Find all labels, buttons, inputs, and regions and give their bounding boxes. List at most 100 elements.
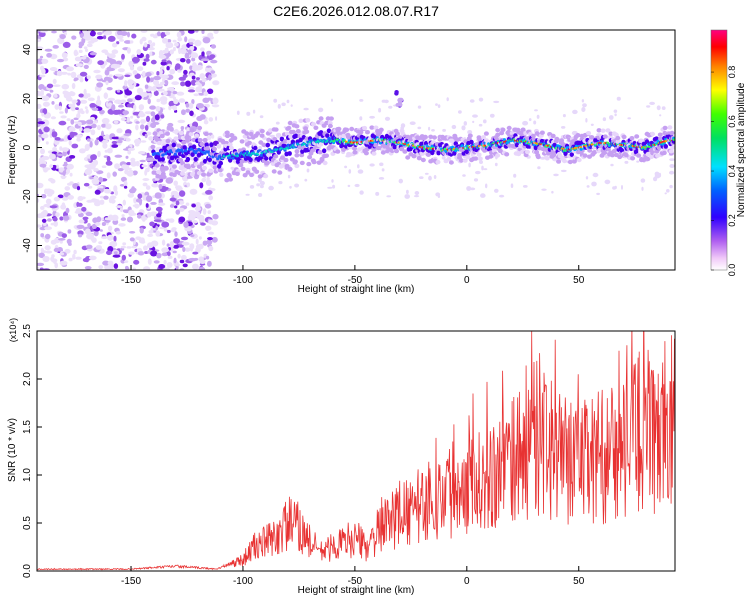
ridge-halo-cell: [362, 125, 368, 131]
noise-cell: [127, 31, 130, 38]
noise-cell: [134, 73, 141, 79]
noise-cell: [40, 88, 44, 95]
noise-cell: [654, 173, 661, 179]
noise-cell: [150, 201, 157, 205]
noise-cell: [61, 83, 70, 90]
noise-cell: [150, 122, 157, 129]
ridge-halo-cell: [158, 174, 163, 179]
noise-cell: [128, 60, 134, 68]
noise-cell: [186, 182, 191, 188]
ridge-halo-cell: [428, 134, 434, 139]
noise-cell: [117, 168, 124, 172]
noise-cell: [207, 210, 211, 215]
noise-cell: [136, 87, 144, 94]
ridge-halo-cell: [273, 127, 279, 132]
noise-cell: [146, 152, 150, 157]
noise-cell: [155, 206, 163, 212]
noise-cell: [172, 129, 180, 134]
noise-cell: [76, 137, 81, 142]
ridge-halo-cell: [602, 134, 608, 139]
ridge-halo-cell: [335, 149, 341, 154]
noise-cell: [115, 230, 121, 235]
noise-cell: [78, 93, 84, 98]
ridge-halo-cell: [189, 128, 195, 133]
noise-cell: [145, 53, 150, 60]
noise-cell: [107, 148, 113, 154]
noise-cell: [610, 163, 614, 167]
noise-cell: [50, 222, 55, 226]
noise-cell: [133, 104, 137, 111]
noise-cell: [159, 160, 166, 164]
noise-cell: [196, 103, 205, 109]
noise-cell: [68, 103, 74, 108]
noise-cell: [161, 74, 170, 80]
noise-cell: [97, 185, 104, 189]
noise-cell: [77, 121, 82, 126]
noise-cell: [249, 185, 255, 189]
ridge-core-cell: [619, 148, 625, 153]
noise-cell: [40, 30, 48, 33]
noise-cell: [145, 115, 151, 122]
noise-cell: [136, 66, 144, 72]
noise-cell: [181, 44, 188, 50]
noise-cell: [194, 206, 201, 212]
noise-cell: [172, 39, 177, 43]
noise-cell: [113, 235, 117, 242]
noise-cell: [178, 190, 186, 197]
noise-cell: [45, 198, 52, 205]
ridge-halo-cell: [344, 127, 350, 132]
noise-cell: [179, 259, 185, 264]
ridge-halo-cell: [546, 151, 551, 156]
noise-cell: [67, 229, 72, 234]
noise-cell: [132, 70, 138, 75]
noise-cell: [144, 111, 153, 115]
noise-cell: [205, 190, 213, 195]
noise-cell: [145, 167, 150, 173]
ridge-core-cell: [663, 144, 668, 149]
noise-cell: [602, 117, 607, 122]
noise-cell: [245, 193, 250, 196]
ridge-halo-cell: [313, 125, 319, 130]
noise-cell: [478, 97, 484, 102]
ridge-halo-cell: [184, 138, 190, 143]
noise-cell: [78, 219, 85, 224]
noise-cell: [103, 195, 109, 200]
ridge-core-cell: [325, 133, 330, 139]
noise-cell: [613, 109, 618, 113]
noise-cell: [75, 256, 82, 260]
noise-cell: [110, 198, 116, 204]
noise-cell: [62, 57, 69, 62]
noise-cell: [51, 30, 57, 34]
noise-cell: [178, 216, 186, 223]
ridge-halo-cell: [352, 146, 358, 151]
ridge-halo-cell: [341, 133, 347, 139]
noise-cell: [86, 75, 92, 80]
noise-cell: [59, 146, 63, 151]
ridge-core-cell: [514, 142, 520, 148]
noise-cell: [562, 114, 566, 118]
noise-cell: [45, 250, 53, 254]
noise-cell: [192, 263, 199, 270]
noise-cell: [62, 41, 71, 49]
noise-cell: [207, 179, 212, 186]
noise-cell: [111, 144, 119, 148]
noise-cell: [252, 109, 256, 114]
noise-cell: [59, 216, 64, 221]
noise-cell: [289, 185, 292, 189]
noise-cell: [42, 221, 47, 226]
noise-cell: [144, 251, 149, 254]
noise-cell: [68, 257, 73, 262]
ridge-halo-cell: [380, 150, 386, 155]
noise-cell: [499, 194, 505, 198]
noise-cell: [44, 226, 52, 230]
noise-cell: [82, 30, 87, 34]
ridge-halo-cell: [617, 154, 623, 160]
noise-cell: [112, 42, 118, 48]
noise-cell: [582, 103, 587, 108]
ridge-halo-cell: [232, 136, 238, 141]
noise-cell: [169, 241, 175, 248]
ridge-halo-cell: [255, 131, 261, 136]
noise-cell: [132, 170, 138, 175]
spectrogram-x-ticks: -150 -100 -50 0 50: [121, 265, 585, 286]
